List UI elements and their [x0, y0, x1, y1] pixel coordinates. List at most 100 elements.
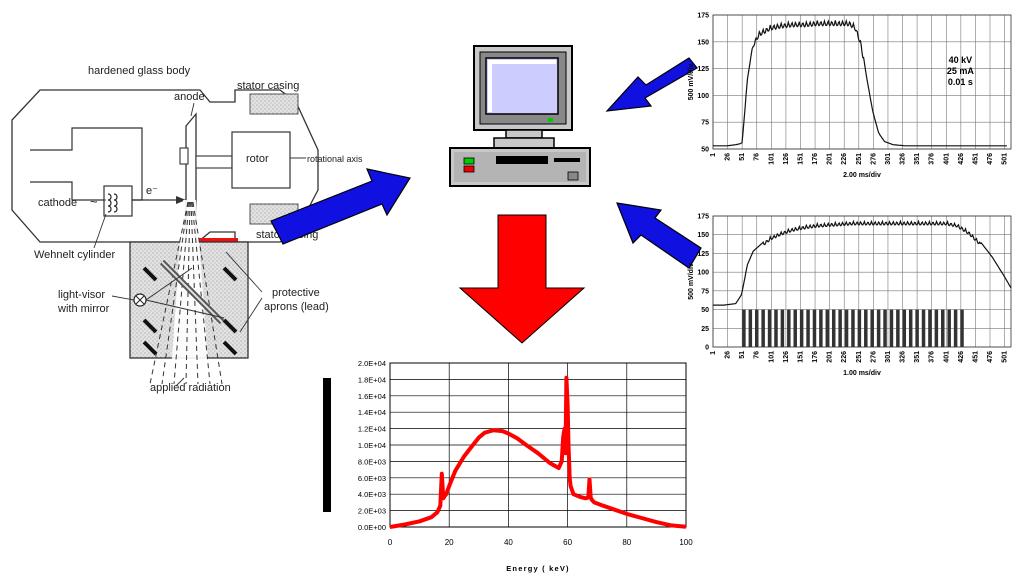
lamp-beam-b: [145, 267, 193, 301]
pulse-bar: [953, 309, 958, 347]
oscilloscope-trace-2: 1 26 51 76 101 126 151 176 201 226 251 276 301 326 351…: [688, 214, 1012, 377]
x-tick-label: 60: [563, 538, 572, 547]
pulse-bar: [806, 309, 810, 347]
y-tick-label: 25: [701, 326, 709, 333]
y-tick-label: 125: [697, 66, 709, 73]
pulse-bar: [896, 309, 900, 347]
x-tick-label: 251: [856, 153, 863, 165]
pulse-bar: [754, 309, 759, 347]
y-tick-label: 1.0E+04: [358, 441, 386, 450]
monitor-screen: [485, 57, 559, 115]
y-tick-label: 1.2E+04: [358, 425, 386, 434]
pulse-bar: [812, 309, 817, 347]
pulse-bar: [844, 309, 849, 347]
y-tick-label: 50: [701, 147, 709, 154]
pulse-bar: [748, 309, 753, 347]
anode-collar: [179, 147, 189, 165]
red-arrow-icon: [458, 214, 586, 344]
y-tick-label: 150: [697, 232, 709, 239]
x-tick-label: 51: [739, 153, 746, 161]
y-tick-label: 50: [701, 307, 709, 314]
x-tick-label: 1: [710, 351, 717, 355]
pulse-bar: [742, 309, 746, 347]
monitor-neck: [505, 129, 543, 139]
x-tick-label: 226: [841, 153, 848, 165]
y-tick-label: 75: [701, 288, 709, 295]
y-tick-label: 150: [697, 39, 709, 46]
monitor-stand: [493, 137, 555, 149]
pulse-bar: [908, 309, 913, 347]
reset-button: [567, 171, 579, 181]
floppy-slot: [496, 156, 548, 164]
x-tick-label: 476: [987, 351, 994, 363]
pulse-bar: [864, 309, 868, 347]
x-tick-label: 301: [885, 351, 892, 363]
annotation-line: 25 mA: [947, 66, 975, 76]
x-tick-label: 80: [622, 538, 631, 547]
electron-label: e⁻: [146, 185, 158, 197]
power-led: [463, 157, 475, 165]
x-tick-label: 26: [725, 153, 732, 161]
pulse-bar: [928, 309, 932, 347]
pulse-bar: [780, 309, 785, 347]
x-tick-label: 26: [725, 351, 732, 359]
x-tick-label: 76: [754, 351, 761, 359]
x-tick-label: 351: [914, 153, 921, 165]
x-tick-label: 326: [900, 351, 907, 363]
drive-slot: [554, 158, 580, 162]
x-tick-label: 276: [870, 351, 877, 363]
x-tick-label: 201: [827, 351, 834, 363]
annotation-line: 0.01 s: [948, 77, 973, 87]
x-tick-label: 101: [768, 351, 775, 363]
x-tick-label: 20: [445, 538, 454, 547]
y-tick-label: 4.0E+03: [358, 490, 386, 499]
pulse-bar: [947, 309, 951, 347]
rotor-label: rotor: [246, 153, 269, 165]
y-axis-title: 500 mV/div: [688, 64, 695, 101]
cathode-housing: [30, 127, 143, 201]
y-tick-label: 175: [697, 13, 709, 20]
lead-aprons: [142, 266, 238, 356]
x-tick-label: 426: [958, 153, 965, 165]
aprons-label-2: aprons (lead): [264, 301, 329, 313]
desktop-computer-icon: [449, 45, 591, 187]
pulse-bar: [960, 309, 964, 347]
pulse-bar: [876, 309, 881, 347]
pulse-bar: [870, 309, 874, 347]
spectrum-line: [389, 375, 687, 529]
pulse-bar: [831, 309, 836, 347]
light-visor-label-1: light-visor: [58, 289, 105, 301]
y-tick-label: 175: [697, 214, 709, 221]
x-tick-label: 376: [929, 351, 936, 363]
blue-arrow-icon: [270, 168, 411, 245]
x-tick-label: 176: [812, 153, 819, 165]
x-tick-label: 126: [783, 153, 790, 165]
x-tick-label: 301: [885, 153, 892, 165]
stator-casing-top: [249, 93, 299, 115]
y-tick-label: 75: [701, 120, 709, 127]
pulse-bar: [889, 309, 894, 347]
pulse-bar: [941, 309, 945, 347]
x-tick-label: 401: [943, 153, 950, 165]
energy-spectrum-chart: 0 20 40 60 80 100 2.0E+04 1.8E+04 1.6E+04 1.4E+04…: [323, 359, 693, 573]
pulse-bar: [851, 309, 855, 347]
x-tick-label: 126: [783, 351, 790, 363]
pulse-bar: [774, 309, 778, 347]
anode-label: anode: [174, 91, 205, 103]
pulse-bar: [857, 309, 862, 347]
lamp-cross: [135, 295, 145, 305]
rotational-axis-label: rotational axis: [307, 154, 363, 164]
x-tick-label: 51: [739, 351, 746, 359]
spectrum-ylabel-bar: [323, 378, 331, 512]
pulse-bar: [819, 309, 823, 347]
filament-symbol: ~: [90, 194, 98, 209]
y-tick-label: 0: [705, 345, 709, 352]
y-tick-label: 100: [697, 270, 709, 277]
x-tick-label: 40: [504, 538, 513, 547]
pulse-bar: [915, 309, 919, 347]
x-tick-label: 376: [929, 153, 936, 165]
signal-trace: [713, 18, 1007, 147]
x-tick-label: 0: [388, 538, 393, 547]
annotation-line: 40 kV: [949, 55, 973, 65]
